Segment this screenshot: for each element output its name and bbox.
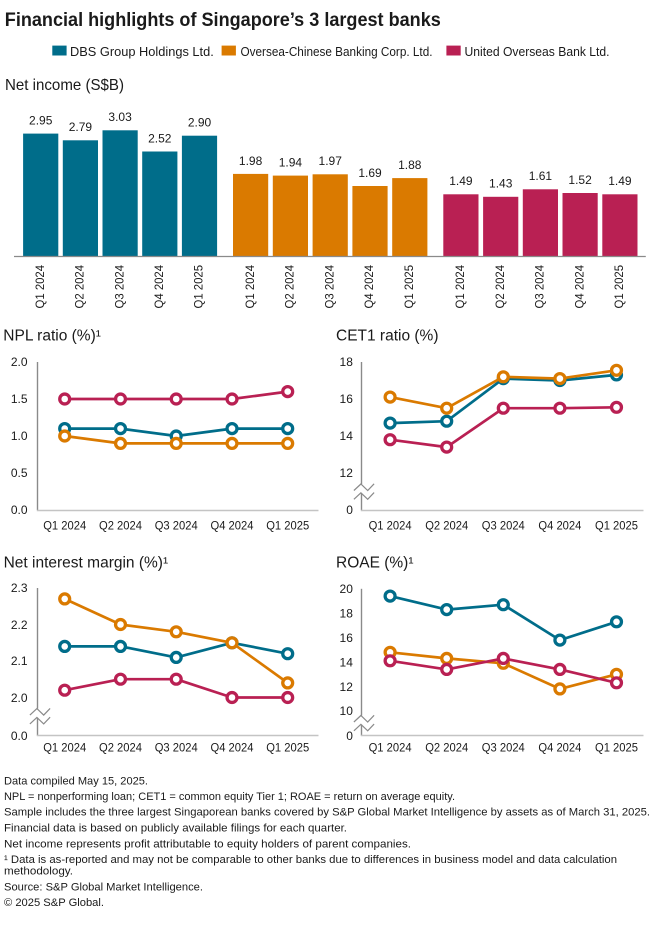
svg-text:Q1 2025: Q1 2025 [266, 519, 309, 533]
svg-text:Q1 2025: Q1 2025 [266, 741, 309, 755]
svg-text:12: 12 [340, 466, 354, 480]
svg-text:16: 16 [340, 631, 354, 645]
svg-text:Q1 2025: Q1 2025 [192, 265, 206, 309]
svg-text:Q4 2024: Q4 2024 [538, 741, 581, 755]
svg-text:ROAE (%)¹: ROAE (%)¹ [336, 555, 414, 572]
svg-text:2.90: 2.90 [188, 116, 212, 130]
svg-text:2.79: 2.79 [69, 120, 93, 134]
svg-text:© 2025 S&P Global.: © 2025 S&P Global. [4, 897, 104, 909]
svg-text:Q1 2025: Q1 2025 [612, 265, 626, 309]
svg-text:Net income (S$B): Net income (S$B) [5, 77, 124, 94]
svg-text:3.03: 3.03 [108, 110, 132, 124]
svg-text:Q1 2025: Q1 2025 [595, 519, 638, 533]
svg-text:0: 0 [346, 503, 353, 517]
svg-text:NPL = nonperforming loan; CET1: NPL = nonperforming loan; CET1 = common … [4, 791, 455, 803]
svg-text:2.3: 2.3 [11, 581, 28, 595]
svg-text:Q1 2025: Q1 2025 [402, 265, 416, 309]
svg-text:Data compiled May 15, 2025.: Data compiled May 15, 2025. [4, 776, 148, 788]
svg-text:Financial data is based on pub: Financial data is based on publicly avai… [4, 823, 347, 835]
svg-text:1.49: 1.49 [608, 174, 632, 188]
svg-text:Q3 2024: Q3 2024 [533, 265, 547, 309]
svg-text:Q1 2024: Q1 2024 [369, 519, 412, 533]
svg-text:1.94: 1.94 [279, 156, 303, 170]
svg-text:Sample includes the three larg: Sample includes the three largest Singap… [4, 807, 650, 819]
svg-text:methodology.: methodology. [4, 866, 73, 878]
svg-text:Q3 2024: Q3 2024 [155, 519, 198, 533]
svg-text:DBS Group Holdings Ltd.: DBS Group Holdings Ltd. [70, 45, 214, 59]
svg-text:1.43: 1.43 [489, 177, 513, 191]
svg-text:0.5: 0.5 [11, 466, 28, 480]
svg-text:1.52: 1.52 [568, 173, 592, 187]
svg-text:Q3 2024: Q3 2024 [322, 265, 336, 309]
svg-text:1.88: 1.88 [398, 158, 422, 172]
svg-text:2.2: 2.2 [11, 618, 28, 632]
svg-text:Q3 2024: Q3 2024 [155, 741, 198, 755]
svg-text:Q3 2024: Q3 2024 [112, 265, 126, 309]
svg-text:0: 0 [346, 729, 353, 743]
svg-text:Q4 2024: Q4 2024 [538, 519, 581, 533]
svg-text:Q4 2024: Q4 2024 [211, 519, 254, 533]
svg-text:2.0: 2.0 [11, 355, 28, 369]
svg-text:Q2 2024: Q2 2024 [99, 741, 142, 755]
svg-text:Q2 2024: Q2 2024 [283, 265, 297, 309]
svg-text:1.49: 1.49 [449, 174, 473, 188]
svg-text:Q2 2024: Q2 2024 [425, 741, 468, 755]
svg-text:Q2 2024: Q2 2024 [493, 265, 507, 309]
svg-text:Q3 2024: Q3 2024 [482, 741, 525, 755]
svg-text:United Overseas Bank Ltd.: United Overseas Bank Ltd. [465, 45, 610, 59]
svg-text:Q1 2024: Q1 2024 [43, 741, 86, 755]
svg-text:Q4 2024: Q4 2024 [572, 265, 586, 309]
svg-text:Oversea-Chinese Banking Corp.: Oversea-Chinese Banking Corp. Ltd. [241, 45, 433, 59]
svg-text:1.69: 1.69 [358, 166, 382, 180]
svg-text:0.0: 0.0 [11, 729, 28, 743]
svg-text:Q1 2025: Q1 2025 [595, 741, 638, 755]
svg-text:2.95: 2.95 [29, 114, 53, 128]
svg-text:1.97: 1.97 [319, 154, 343, 168]
svg-text:Q4 2024: Q4 2024 [152, 265, 166, 309]
svg-text:Net income represents profit a: Net income represents profit attributabl… [4, 838, 411, 850]
svg-text:1.61: 1.61 [529, 169, 553, 183]
svg-text:12: 12 [340, 680, 354, 694]
svg-text:1.5: 1.5 [11, 392, 28, 406]
svg-text:10: 10 [340, 704, 354, 718]
svg-text:Q4 2024: Q4 2024 [362, 265, 376, 309]
svg-text:Q1 2024: Q1 2024 [369, 741, 412, 755]
svg-text:CET1 ratio (%): CET1 ratio (%) [336, 327, 439, 344]
svg-text:¹ Data is as-reported and may: ¹ Data is as-reported and may not be com… [4, 854, 617, 866]
svg-text:2.52: 2.52 [148, 131, 172, 145]
svg-text:Q1 2024: Q1 2024 [33, 265, 47, 309]
svg-text:2.1: 2.1 [11, 654, 28, 668]
svg-text:Q3 2024: Q3 2024 [482, 519, 525, 533]
svg-text:18: 18 [340, 607, 354, 621]
svg-text:Q4 2024: Q4 2024 [211, 741, 254, 755]
svg-text:Source: S&P Global Market Inte: Source: S&P Global Market Intelligence. [4, 881, 203, 893]
svg-text:Q2 2024: Q2 2024 [425, 519, 468, 533]
svg-text:14: 14 [340, 429, 354, 443]
svg-text:1.0: 1.0 [11, 429, 28, 443]
svg-text:Financial highlights of Singap: Financial highlights of Singapore’s 3 la… [5, 10, 441, 31]
svg-text:0.0: 0.0 [11, 503, 28, 517]
svg-text:Q1 2024: Q1 2024 [453, 265, 467, 309]
svg-text:Q2 2024: Q2 2024 [73, 265, 87, 309]
svg-text:Net interest margin (%)¹: Net interest margin (%)¹ [4, 555, 169, 572]
svg-text:Q2 2024: Q2 2024 [99, 519, 142, 533]
svg-text:18: 18 [340, 355, 354, 369]
svg-text:20: 20 [340, 582, 354, 596]
svg-text:Q1 2024: Q1 2024 [43, 519, 86, 533]
svg-text:NPL ratio (%)¹: NPL ratio (%)¹ [3, 327, 101, 344]
svg-text:14: 14 [340, 655, 354, 669]
svg-text:2.0: 2.0 [11, 691, 28, 705]
svg-text:16: 16 [340, 392, 354, 406]
svg-text:1.98: 1.98 [239, 154, 263, 168]
svg-text:Q1 2024: Q1 2024 [243, 265, 257, 309]
